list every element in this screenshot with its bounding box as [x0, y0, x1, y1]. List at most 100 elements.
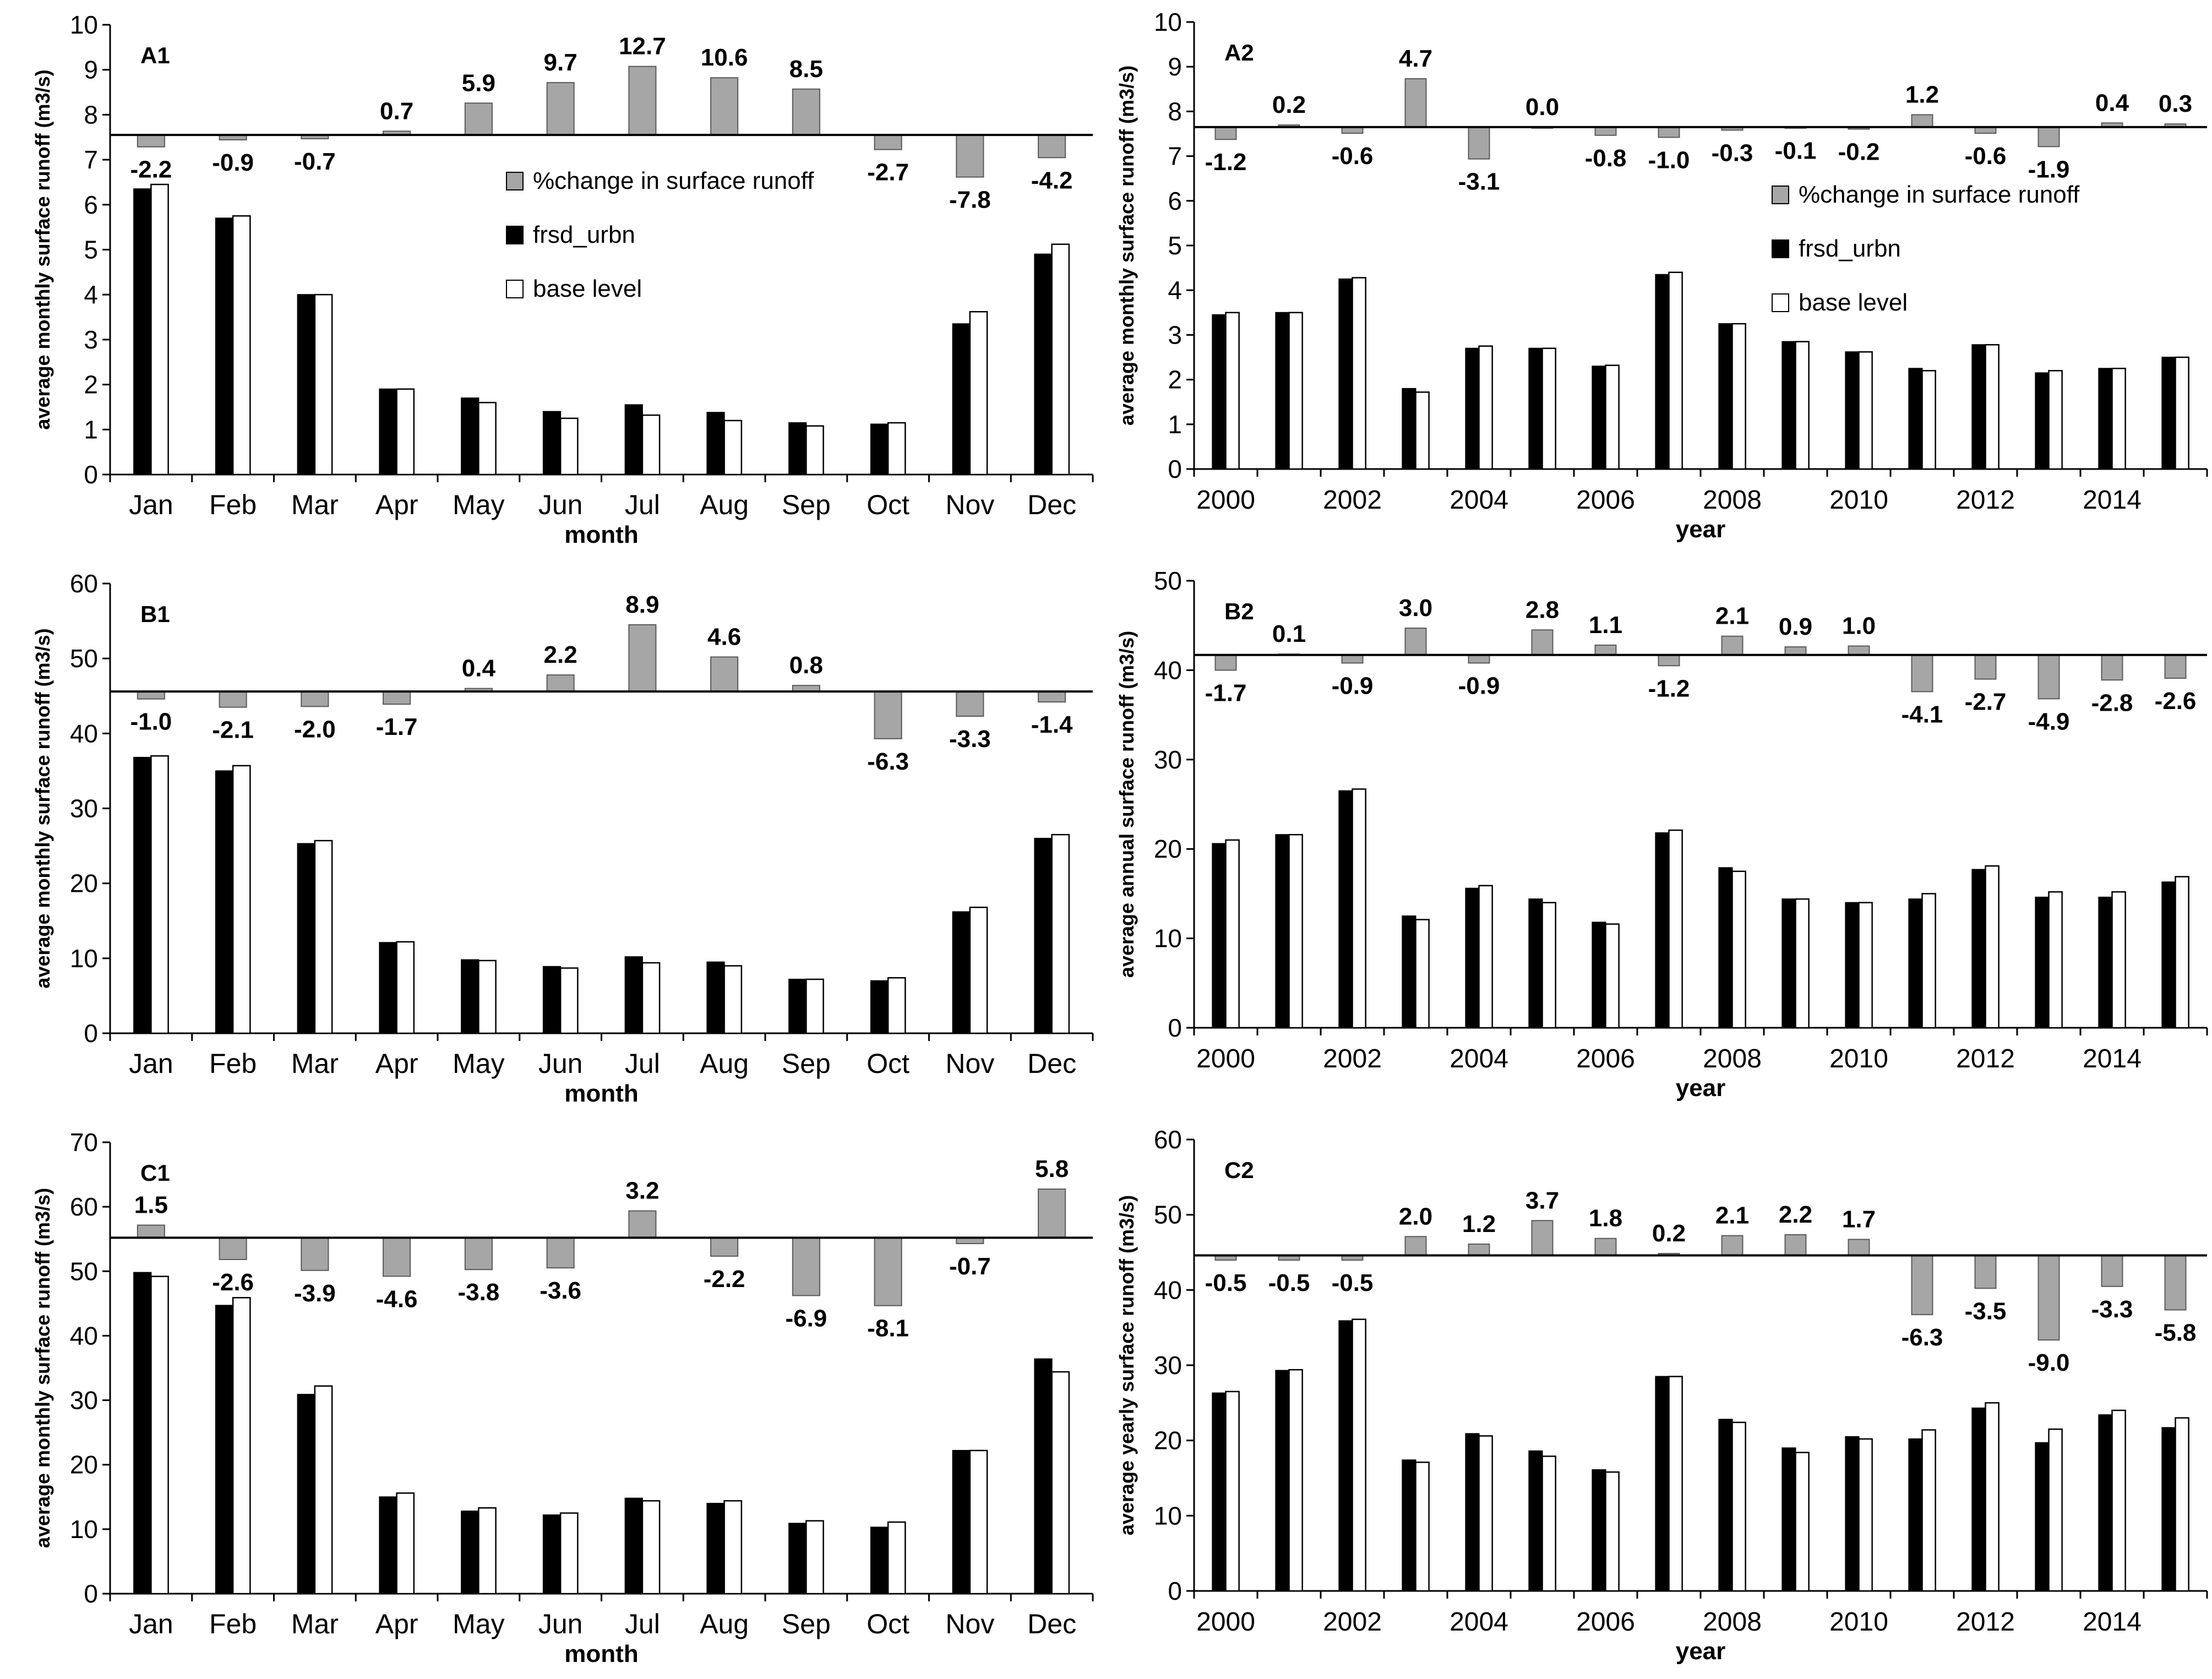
c2-pct-change-label: 1.2: [1462, 1211, 1496, 1238]
a1-bar-base-level: [150, 183, 169, 476]
c1-y-tick-label: 10: [70, 1515, 98, 1544]
b2-bar-frsd-urbn: [1338, 790, 1353, 1028]
b1-bar-pct-change: [301, 691, 329, 707]
a1-bar-base-level: [559, 417, 579, 476]
b2-bar-frsd-urbn: [1528, 898, 1543, 1028]
a2-bar-pct-change: [1404, 78, 1427, 128]
a2-bar-frsd-urbn: [1845, 351, 1860, 470]
a1-panel-label: A1: [140, 42, 170, 68]
b2-x-tick-label: 2002: [1323, 1044, 1382, 1073]
a2-bar-base-level: [2175, 356, 2189, 470]
c2-bar-frsd-urbn: [1781, 1447, 1796, 1591]
b2-bar-frsd-urbn: [1655, 832, 1670, 1028]
b1-bar-frsd-urbn: [624, 956, 643, 1034]
b2-bar-base-level: [1605, 923, 1620, 1029]
c2-bar-pct-change: [2101, 1255, 2123, 1287]
a2-pct-change-label: -0.6: [1965, 143, 2007, 170]
c1-bar-pct-change: [464, 1237, 493, 1271]
b2-bar-frsd-urbn: [2098, 896, 2113, 1028]
a1-x-tick-label: Oct: [867, 489, 909, 520]
b2-y-tick-label: 30: [1154, 745, 1182, 774]
b2-pct-change-label: -1.7: [1205, 679, 1247, 706]
c1-bar-frsd-urbn: [542, 1514, 562, 1594]
b2-y-tick-label: 10: [1154, 924, 1182, 953]
b2-bar-frsd-urbn: [1275, 834, 1290, 1028]
b1-bar-frsd-urbn: [788, 978, 807, 1034]
c1-bar-pct-change: [792, 1237, 820, 1296]
a2-bar-frsd-urbn: [1528, 347, 1543, 470]
c1-bar-pct-change: [628, 1210, 657, 1239]
c2-y-tick-label: 10: [1154, 1501, 1182, 1530]
c1-bar-pct-change: [301, 1237, 329, 1271]
a1-x-tick-label: Apr: [375, 489, 418, 520]
b2-pct-change-label: -4.1: [1902, 701, 1943, 728]
b2-bar-pct-change: [1784, 646, 1807, 656]
a2-x-tick-label: 2014: [2083, 486, 2142, 515]
b1-bar-frsd-urbn: [706, 961, 725, 1034]
a1-legend-frsd-urbn-swatch: [506, 226, 524, 244]
a2-bar-base-level: [1921, 370, 1936, 470]
b2-bar-base-level: [1858, 902, 1873, 1029]
a1-bar-pct-change: [1038, 134, 1066, 159]
c2-bar-base-level: [1985, 1402, 1999, 1592]
c2-x-tick-label: 2000: [1196, 1607, 1255, 1637]
b2-bar-base-level: [1415, 919, 1430, 1029]
a2-bar-pct-change: [1594, 126, 1617, 136]
c2-bar-pct-change: [1468, 1243, 1490, 1256]
b1-x-tick-label: Jun: [538, 1048, 583, 1079]
a1-pct-change-label: -2.7: [867, 159, 909, 186]
c2-bar-frsd-urbn: [1908, 1438, 1923, 1592]
a2-pct-change-label: -0.1: [1775, 138, 1817, 165]
a1-pct-change-label: -0.7: [294, 148, 336, 175]
b1-x-tick-label: Feb: [209, 1048, 257, 1079]
a2-x-tick-label: 2004: [1450, 486, 1508, 515]
a1-bar-base-level: [641, 414, 661, 476]
c2-y-axis-title: average yearly surface runoff (m3/s): [1115, 1195, 1138, 1535]
a2-y-tick-label: 7: [1168, 142, 1182, 171]
c1-bar-pct-change: [874, 1237, 902, 1306]
c1-pct-change-label: 1.5: [134, 1192, 168, 1219]
a2-pct-change-label: -1.9: [2028, 156, 2070, 183]
c1-bar-frsd-urbn: [1034, 1358, 1053, 1594]
a1-bar-pct-change: [628, 66, 657, 136]
c2-bar-frsd-urbn: [1655, 1376, 1670, 1591]
c2-x-tick-label: 2002: [1323, 1607, 1382, 1637]
a1-bar-base-level: [805, 425, 824, 476]
c1-bar-frsd-urbn: [297, 1394, 315, 1594]
c2-pct-change-label: -3.5: [1965, 1298, 2007, 1324]
a2-x-axis-title: year: [1676, 516, 1726, 543]
b2-bar-base-level: [1921, 893, 1936, 1029]
c2-bar-pct-change: [1404, 1236, 1427, 1256]
a1-x-tick-label: Dec: [1027, 489, 1076, 520]
a2-y-tick-label: 9: [1168, 52, 1182, 81]
b2-bar-base-level: [1668, 829, 1683, 1029]
b2-bar-frsd-urbn: [1402, 915, 1416, 1028]
c1-y-tick-label: 70: [70, 1128, 98, 1157]
c2-y-tick-label: 20: [1154, 1426, 1182, 1455]
b1-x-tick-label: Apr: [375, 1048, 418, 1079]
c1-x-tick-label: Nov: [945, 1609, 994, 1639]
b2-bar-base-level: [1985, 865, 1999, 1029]
c1-pct-change-label: -2.2: [704, 1266, 745, 1293]
a1-bar-base-level: [232, 215, 251, 476]
c2-bar-frsd-urbn: [1275, 1370, 1290, 1591]
a2-pct-change-label: 4.7: [1399, 45, 1432, 72]
b1-bar-base-level: [887, 977, 906, 1034]
b1-pct-change-label: -2.1: [212, 717, 254, 744]
b1-pct-change-label: -2.0: [294, 716, 336, 743]
b2-bar-base-level: [2111, 891, 2126, 1029]
a1-bar-frsd-urbn: [133, 188, 152, 475]
c1-pct-change-label: -3.9: [294, 1280, 336, 1307]
b1-x-tick-label: Jul: [625, 1048, 660, 1079]
c1-x-tick-label: Dec: [1027, 1609, 1076, 1639]
a2-legend-pct-change-swatch: [1772, 186, 1789, 204]
b2-bar-pct-change: [2164, 654, 2187, 679]
b2-pct-change-label: 2.1: [1715, 603, 1749, 630]
c2-bar-base-level: [1478, 1435, 1493, 1592]
a2-bar-base-level: [2048, 370, 2063, 470]
b2-bar-frsd-urbn: [2161, 881, 2176, 1029]
c1-bar-frsd-urbn: [952, 1449, 971, 1594]
c1-panel-label: C1: [140, 1160, 170, 1186]
a2-pct-change-label: 0.4: [2095, 89, 2129, 116]
c2-pct-change-label: 0.2: [1652, 1220, 1686, 1247]
